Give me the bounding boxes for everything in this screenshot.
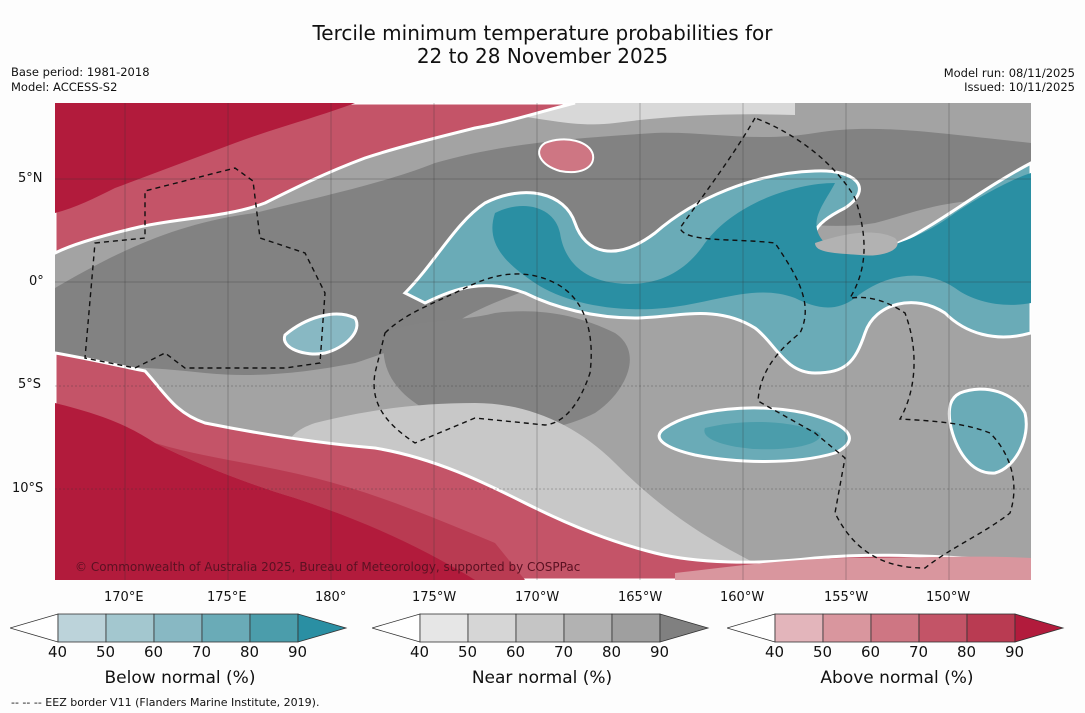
colorbar-below-tick-60: 60 <box>144 643 164 661</box>
above-normal-se-strip <box>675 556 1031 580</box>
colorbar-above-tick-70: 70 <box>909 643 929 661</box>
colorbar-below-tick-50: 50 <box>96 643 116 661</box>
lon-label-170w: 170°W <box>515 590 560 605</box>
colorbar-near <box>372 613 710 643</box>
below-normal-region-east <box>947 387 1028 475</box>
colorbar-above-ticks: 40 50 60 70 80 90 <box>727 643 1067 663</box>
base-period: Base period: 1981-2018 <box>11 65 150 79</box>
above-normal-core-north <box>55 103 355 213</box>
colorbar-near-ticks: 40 50 60 70 80 90 <box>372 643 712 663</box>
colorbar-below-label: Below normal (%) <box>104 668 256 688</box>
colorbar-above-tick-60: 60 <box>861 643 881 661</box>
colorbar-above-segment-1 <box>822 613 872 643</box>
below-normal-core-southeast <box>704 421 821 450</box>
colorbar-below-tick-90: 90 <box>288 643 308 661</box>
colorbar-below-tick-40: 40 <box>48 643 68 661</box>
colorbar-near-segment-2 <box>515 613 565 643</box>
colorbar-below-max-extend <box>297 613 348 643</box>
colorbar-below-segment-3 <box>201 613 251 643</box>
colorbar-below <box>10 613 348 643</box>
colorbar-near-segment-0 <box>419 613 469 643</box>
lon-label-170e: 170°E <box>104 590 144 605</box>
colorbar-above-tick-80: 80 <box>957 643 977 661</box>
colorbar-above <box>727 613 1065 643</box>
lon-label-175e: 175°E <box>207 590 247 605</box>
colorbar-above-tick-40: 40 <box>765 643 785 661</box>
colorbar-near-segment-4 <box>611 613 661 643</box>
colorbar-near-min-extend <box>372 613 421 643</box>
lat-label-0: 0° <box>29 274 44 289</box>
colorbar-near-tick-80: 80 <box>602 643 622 661</box>
colorbar-below-ticks: 40 50 60 70 80 90 <box>10 643 350 663</box>
lat-label-10s: 10°S <box>12 481 44 496</box>
colorbar-above-segment-4 <box>966 613 1016 643</box>
colorbar-below-segment-4 <box>249 613 299 643</box>
colorbar-above-segment-2 <box>870 613 920 643</box>
above-normal-core-south <box>55 403 495 580</box>
issued-date: Issued: 10/11/2025 <box>964 80 1075 94</box>
colorbar-near-tick-60: 60 <box>506 643 526 661</box>
colorbar-near-tick-70: 70 <box>554 643 574 661</box>
colorbar-near-label: Near normal (%) <box>471 668 613 688</box>
colorbar-above-tick-90: 90 <box>1005 643 1025 661</box>
colorbar-near-segment-3 <box>563 613 613 643</box>
lon-label-180: 180° <box>315 590 347 605</box>
graticule <box>55 103 1031 580</box>
near-normal-grey-band <box>815 232 898 256</box>
below-normal-region-west <box>282 312 359 356</box>
colorbar-below-tick-70: 70 <box>192 643 212 661</box>
colorbar-below-tick-80: 80 <box>240 643 260 661</box>
model-run: Model run: 08/11/2025 <box>943 66 1075 80</box>
colorbar-near-tick-90: 90 <box>650 643 670 661</box>
lon-label-175w: 175°W <box>412 590 457 605</box>
colorbar-below-segment-2 <box>153 613 203 643</box>
colorbar-near-tick-50: 50 <box>458 643 478 661</box>
colorbar-near-tick-40: 40 <box>410 643 430 661</box>
near-normal-light-region <box>287 403 755 580</box>
colorbar-above-min-extend <box>727 613 776 643</box>
colorbar-above-segment-0 <box>774 613 824 643</box>
eez-footnote: -- -- -- EEZ border V11 (Flanders Marine… <box>11 696 320 709</box>
colorbar-near-max-extend <box>659 613 710 643</box>
copyright-notice: © Commonwealth of Australia 2025, Bureau… <box>75 560 580 574</box>
colorbar-below-segment-1 <box>105 613 155 643</box>
colorbar-below-segment-0 <box>57 613 107 643</box>
probability-map: © Commonwealth of Australia 2025, Bureau… <box>55 103 1031 580</box>
colorbar-above-tick-50: 50 <box>813 643 833 661</box>
lon-label-150w: 150°W <box>926 590 971 605</box>
lat-label-5s: 5°S <box>18 377 42 392</box>
above-normal-spot <box>538 138 595 174</box>
lon-label-160w: 160°W <box>720 590 765 605</box>
lon-label-155w: 155°W <box>824 590 869 605</box>
lat-label-5n: 5°N <box>18 171 43 186</box>
colorbar-near-segment-1 <box>467 613 517 643</box>
eez-borders <box>84 117 1015 569</box>
colorbar-above-label: Above normal (%) <box>820 668 974 688</box>
title-line-1: Tercile minimum temperature probabilitie… <box>312 21 773 45</box>
colorbar-above-segment-3 <box>918 613 968 643</box>
model-name: Model: ACCESS-S2 <box>11 80 118 94</box>
lon-label-165w: 165°W <box>618 590 663 605</box>
title-line-2: 22 to 28 November 2025 <box>416 44 669 68</box>
colorbar-above-max-extend <box>1014 613 1065 643</box>
colorbar-below-min-extend <box>10 613 59 643</box>
above-normal-south-mid <box>155 443 525 580</box>
near-normal-high-region-2 <box>383 311 630 432</box>
